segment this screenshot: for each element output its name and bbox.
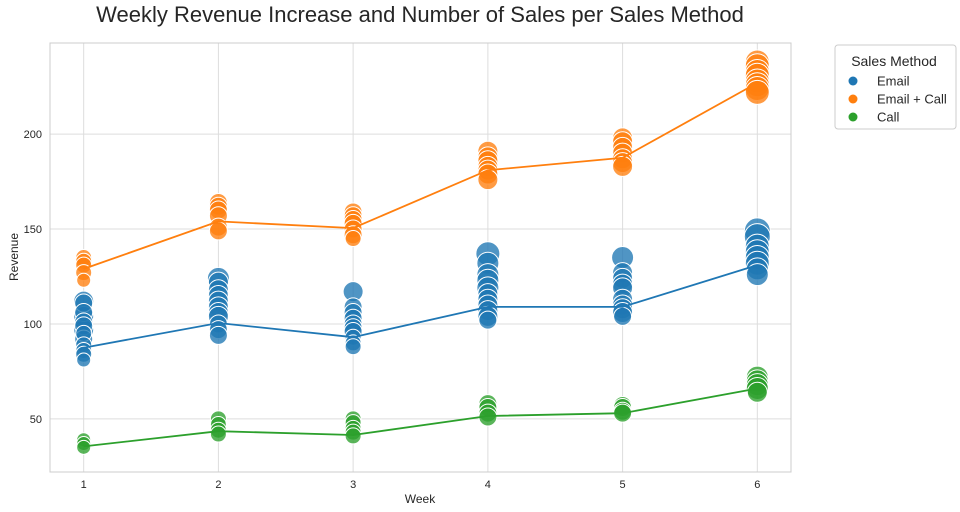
call-point [344, 427, 362, 445]
email-call-point [208, 221, 228, 241]
y-tick-label: 100 [24, 319, 42, 331]
x-tick-label: 4 [485, 479, 491, 491]
legend-marker-email [848, 76, 858, 86]
chart-title: Weekly Revenue Increase and Number of Sa… [96, 2, 744, 27]
y-tick-label: 200 [24, 129, 42, 141]
y-tick-label: 150 [24, 224, 42, 236]
series-layer [73, 49, 771, 455]
x-tick-label: 6 [754, 479, 760, 491]
y-tick-labels: 50 100 150 200 [24, 129, 42, 426]
x-axis-label: Week [405, 492, 436, 506]
email-point [344, 338, 362, 356]
email-call-line [83, 82, 758, 270]
x-tick-label: 2 [215, 479, 221, 491]
plot-area: 1 2 3 4 5 6 50 100 150 200 [24, 42, 792, 491]
call-point [746, 381, 768, 403]
email-point [478, 310, 498, 330]
email-call-point [344, 230, 362, 248]
legend-marker-email-call [848, 94, 858, 104]
plot-frame [49, 42, 792, 473]
legend-items: Email Email + Call Call [848, 74, 947, 125]
legend-label-email-call: Email + Call [877, 92, 947, 107]
email-point [745, 263, 769, 287]
email-point [613, 306, 633, 326]
x-tick-label: 5 [620, 479, 626, 491]
series-email [73, 217, 771, 368]
x-tick-label: 1 [81, 479, 87, 491]
call-point [209, 425, 227, 443]
legend-marker-call [848, 112, 858, 122]
call-line [83, 387, 758, 448]
call-point [76, 439, 92, 455]
email-call-point [612, 155, 634, 177]
legend: Sales Method Email Email + Call Call [834, 44, 957, 130]
email-point [208, 325, 228, 345]
x-tick-label: 3 [350, 479, 356, 491]
email-line [83, 264, 758, 349]
series-call [76, 365, 769, 455]
series-email-call [75, 49, 770, 288]
y-tick-label: 50 [30, 414, 42, 426]
email-call-point [76, 272, 92, 288]
x-tick-labels: 1 2 3 4 5 6 [81, 479, 761, 491]
email-call-point [744, 79, 770, 105]
legend-frame [834, 44, 957, 130]
legend-title: Sales Method [851, 53, 937, 69]
legend-label-email: Email [877, 74, 910, 89]
email-point [76, 352, 92, 368]
legend-label-call: Call [877, 110, 900, 125]
y-axis-label: Revenue [7, 233, 21, 281]
